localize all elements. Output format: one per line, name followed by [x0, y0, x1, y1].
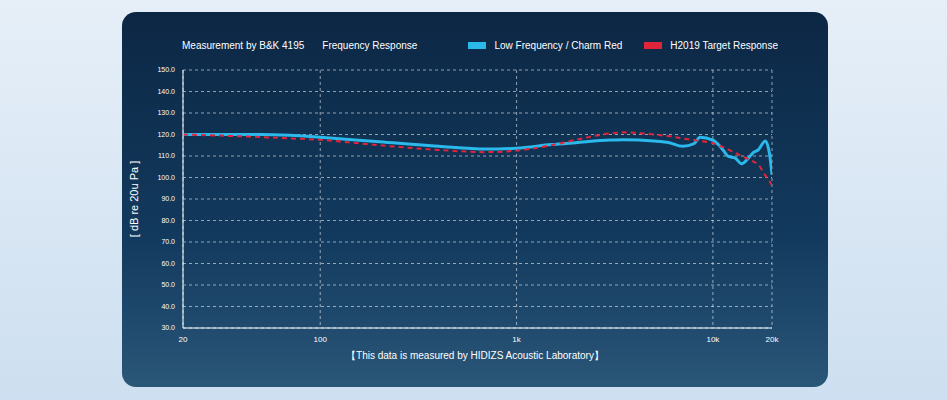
- html-text:Low Frequency / Charm Red: Low Frequency / Charm Red: [494, 40, 623, 51]
- svg-text:150.0: 150.0: [157, 66, 175, 73]
- svg-text:120.0: 120.0: [157, 131, 175, 138]
- svg-text:100: 100: [314, 335, 328, 344]
- html-text:Measurement by B&K 4195: Measurement by B&K 4195: [182, 40, 305, 51]
- svg-text:100.0: 100.0: [157, 174, 175, 181]
- svg-text:30.0: 30.0: [161, 324, 175, 331]
- svg-text:140.0: 140.0: [157, 88, 175, 95]
- svg-text:80.0: 80.0: [161, 217, 175, 224]
- svg-text:60.0: 60.0: [161, 260, 175, 267]
- svg-text:50.0: 50.0: [161, 281, 175, 288]
- svg-text:20: 20: [179, 335, 188, 344]
- svg-text:110.0: 110.0: [158, 152, 175, 159]
- svg-text:20k: 20k: [766, 335, 780, 344]
- svg-text:1k: 1k: [512, 335, 521, 344]
- html-text:Frequency Response: Frequency Response: [322, 40, 418, 51]
- html-text:H2019 Target Response: H2019 Target Response: [670, 40, 778, 51]
- svg-text:40.0: 40.0: [161, 303, 175, 310]
- svg-text:[ dB re 20u Pa ]: [ dB re 20u Pa ]: [128, 161, 140, 237]
- svg-text:90.0: 90.0: [161, 195, 175, 202]
- svg-text:70.0: 70.0: [161, 238, 175, 245]
- html-text:【This data is measured by HIDI: 【This data is measured by HIDIZS Acousti…: [346, 350, 604, 361]
- svg-text:10k: 10k: [706, 335, 720, 344]
- svg-text:130.0: 130.0: [157, 109, 175, 116]
